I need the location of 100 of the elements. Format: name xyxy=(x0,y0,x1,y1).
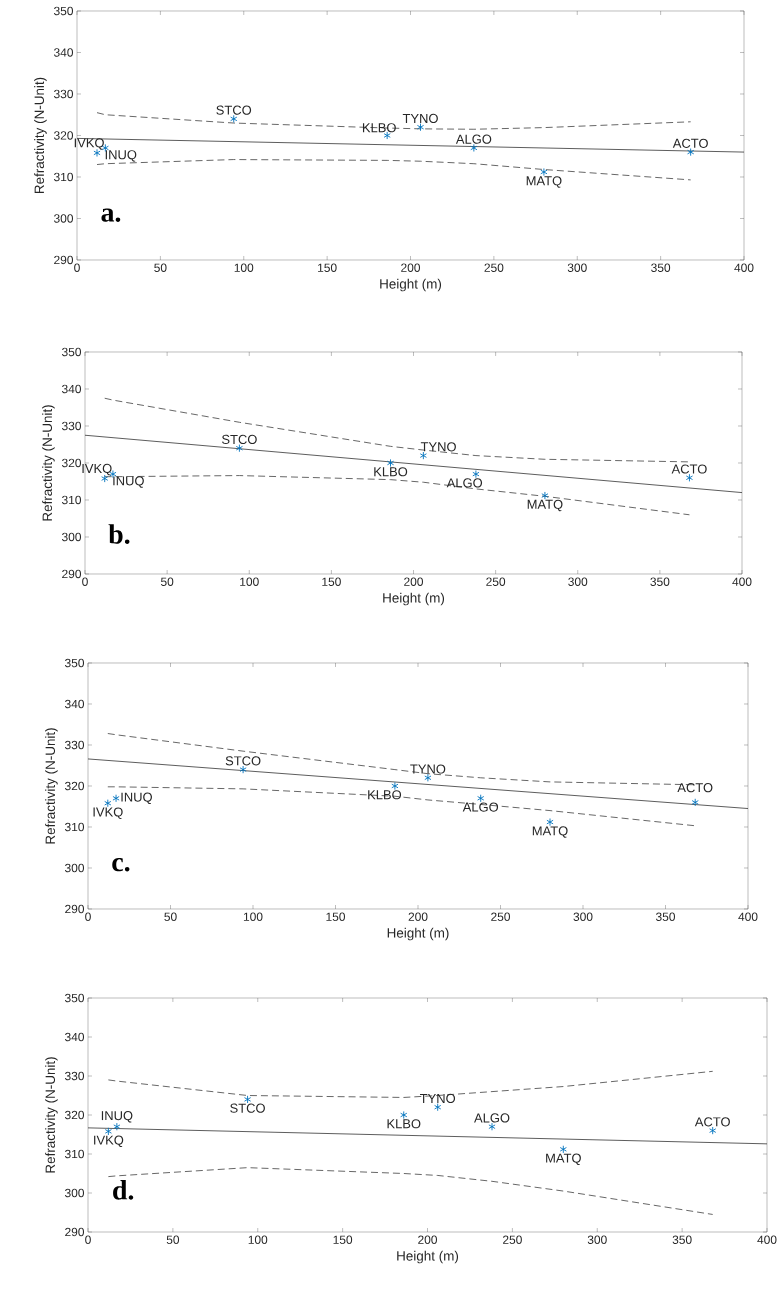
y-tick-label: 290 xyxy=(65,1227,85,1237)
x-tick-label: 300 xyxy=(567,263,587,272)
annotation: STCO xyxy=(225,756,261,766)
x-tick-label: 100 xyxy=(240,577,259,586)
point xyxy=(691,798,699,807)
y-tick-label: 310 xyxy=(64,822,85,832)
line-series xyxy=(104,397,690,463)
point xyxy=(416,123,425,132)
y-tick-label: 350 xyxy=(53,6,74,16)
annotation: ALGO xyxy=(446,478,483,488)
x-axis-title: Height (m) xyxy=(383,592,445,606)
annotation: IVKQ xyxy=(94,1135,124,1148)
x-tick-label: 250 xyxy=(484,263,504,272)
annotation: d. xyxy=(113,1180,134,1200)
y-tick-label: 310 xyxy=(61,495,82,505)
y-tick-label: 290 xyxy=(62,569,82,579)
line-series xyxy=(107,1167,714,1215)
x-tick-label: 50 xyxy=(154,263,167,272)
y-tick-label: 350 xyxy=(64,993,85,1003)
x-tick-label: 200 xyxy=(418,1235,438,1244)
point xyxy=(400,1110,408,1120)
annotation: TYNO xyxy=(410,764,446,774)
point xyxy=(540,167,548,177)
y-tick-label: 320 xyxy=(61,458,82,468)
x-tick-label: 400 xyxy=(738,912,758,921)
annotation: ALGO xyxy=(474,1113,510,1123)
y-tick-label: 330 xyxy=(61,421,82,431)
y-tick-label: 300 xyxy=(61,532,82,542)
x-tick-label: 50 xyxy=(164,912,177,921)
y-tick-label: 320 xyxy=(64,781,85,791)
annotation: ACTO xyxy=(677,783,713,793)
x-tick-label: 250 xyxy=(491,912,511,921)
x-tick-label: 350 xyxy=(651,263,671,272)
annotation: STCO xyxy=(230,1103,265,1113)
x-tick-label: 0 xyxy=(74,263,80,272)
point xyxy=(419,451,427,460)
x-tick-label: 100 xyxy=(234,263,254,272)
x-tick-label: 50 xyxy=(166,1235,180,1244)
y-axis-title: Refractivity (N-Unit) xyxy=(42,405,55,521)
y-axis-title: Refractivity (N-Unit) xyxy=(45,1057,58,1173)
y-tick-label: 340 xyxy=(64,1032,85,1042)
annotation: b. xyxy=(108,524,130,544)
annotation: INUQ xyxy=(121,792,152,805)
x-axis-title: Height (m) xyxy=(397,1250,459,1264)
x-tick-label: 400 xyxy=(757,1235,777,1244)
x-tick-label: 0 xyxy=(85,1235,91,1244)
y-tick-label: 340 xyxy=(64,699,85,709)
x-tick-label: 0 xyxy=(85,912,91,921)
x-tick-label: 150 xyxy=(326,912,346,921)
x-tick-label: 100 xyxy=(248,1235,268,1244)
y-tick-label: 300 xyxy=(53,214,74,223)
y-axis-title: Refractivity (N-Unit) xyxy=(34,77,47,194)
x-tick-label: 100 xyxy=(243,912,263,921)
x-tick-label: 300 xyxy=(587,1235,607,1244)
x-tick-label: 250 xyxy=(486,577,506,586)
x-tick-label: 0 xyxy=(82,577,88,586)
y-tick-label: 320 xyxy=(64,1110,85,1120)
y-tick-label: 330 xyxy=(53,89,74,99)
y-tick-label: 330 xyxy=(64,740,85,750)
x-axis-title: Height (m) xyxy=(380,278,442,292)
x-tick-label: 150 xyxy=(318,263,337,272)
x-tick-label: 250 xyxy=(503,1235,522,1244)
annotation: IVKQ xyxy=(93,807,123,819)
y-tick-label: 340 xyxy=(53,48,74,57)
x-tick-label: 300 xyxy=(573,912,593,921)
y-tick-label: 300 xyxy=(64,1188,85,1198)
annotation: a. xyxy=(101,208,121,222)
annotation: STCO xyxy=(216,105,252,115)
x-tick-label: 350 xyxy=(650,577,670,586)
annotation: IVKQ xyxy=(82,463,112,476)
y-tick-label: 310 xyxy=(53,172,74,182)
x-tick-label: 200 xyxy=(401,263,421,272)
x-tick-label: 150 xyxy=(322,577,341,586)
annotation: c. xyxy=(112,857,130,872)
x-tick-label: 150 xyxy=(333,1235,353,1244)
annotation: MATQ xyxy=(546,1153,581,1165)
y-tick-label: 310 xyxy=(64,1149,85,1159)
annotation: MATQ xyxy=(532,826,568,838)
x-axis-title: Height (m) xyxy=(387,927,449,941)
x-tick-label: 350 xyxy=(655,912,676,921)
y-tick-label: 330 xyxy=(64,1071,85,1081)
annotation: INUQ xyxy=(113,476,144,488)
y-tick-label: 350 xyxy=(61,347,82,357)
point xyxy=(687,148,695,157)
x-tick-label: 200 xyxy=(408,912,428,921)
y-tick-label: 340 xyxy=(61,384,82,394)
line-series xyxy=(104,475,690,516)
annotation: ACTO xyxy=(672,138,708,148)
annotation: MATQ xyxy=(527,499,563,512)
annotation: INUQ xyxy=(105,150,137,162)
annotation: STCO xyxy=(222,434,257,445)
y-tick-label: 290 xyxy=(54,255,74,265)
y-tick-label: 300 xyxy=(64,863,85,873)
y-tick-label: 290 xyxy=(65,904,85,914)
point xyxy=(391,781,399,791)
x-tick-label: 50 xyxy=(160,577,174,586)
x-tick-label: 350 xyxy=(672,1235,692,1244)
annotation: ALGO xyxy=(462,802,499,812)
annotation: IVKQ xyxy=(74,138,104,150)
annotation: KLBO xyxy=(387,1119,421,1129)
